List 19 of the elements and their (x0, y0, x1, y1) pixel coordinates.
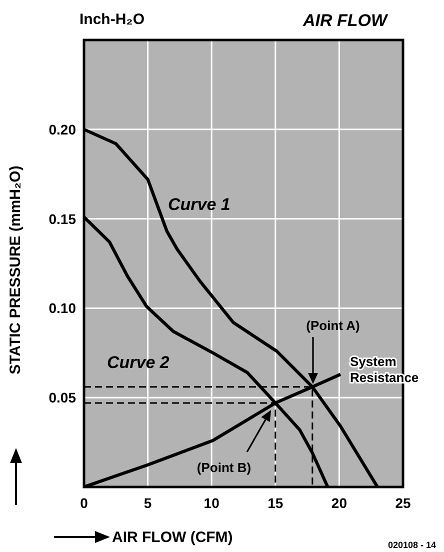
x-tick-label: 10 (204, 495, 220, 511)
text: 020108 - 14 (388, 540, 436, 550)
annotation: (Point A) (306, 318, 360, 333)
annotation: (Point B) (196, 460, 252, 475)
series-label: Curve 2 (107, 353, 170, 372)
x-axis-title: AIR FLOW (CFM) (112, 529, 233, 546)
x-tick-label: 25 (395, 495, 411, 511)
y-tick-label: 0.20 (48, 121, 76, 138)
y-tick-label: 0.05 (48, 390, 76, 406)
x-tick-label: 0 (80, 495, 88, 511)
chart-title: AIR FLOW (302, 11, 389, 30)
y-tick-label: 0.15 (48, 210, 76, 227)
x-tick-label: 20 (331, 495, 348, 511)
y-axis-title: STATIC PRESSURE (mmH₂O) (7, 166, 24, 374)
text: Inch-H₂O (80, 11, 145, 28)
y-tick-label: 0.10 (48, 300, 76, 316)
series-label: Curve 1 (168, 195, 230, 214)
x-tick-label: 5 (144, 495, 152, 511)
x-tick-label: 15 (268, 495, 284, 511)
